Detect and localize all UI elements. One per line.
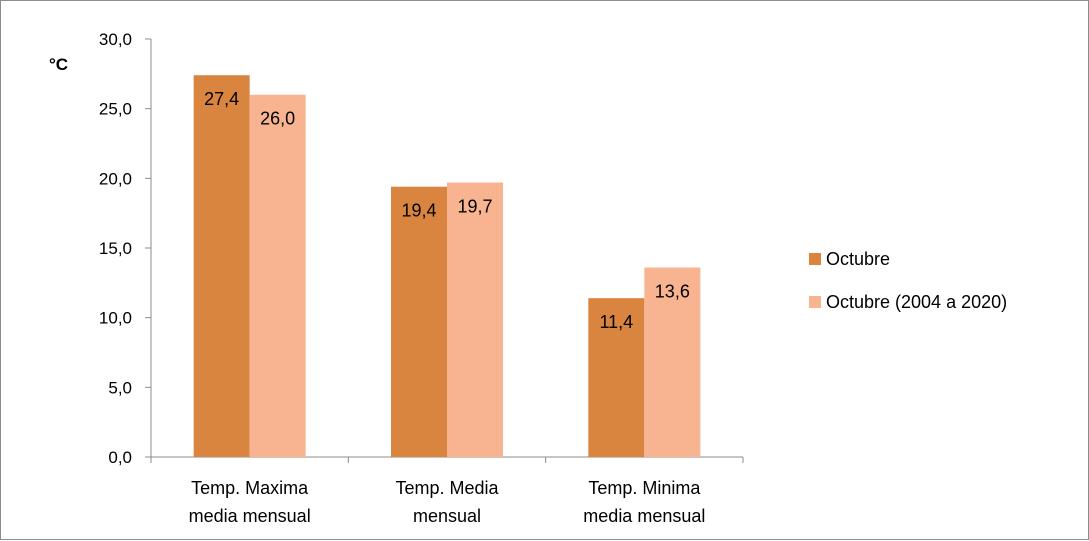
x-category-label: mensual (413, 506, 481, 526)
legend-swatch (809, 296, 821, 308)
y-tick-label: 0,0 (108, 448, 132, 467)
bar (249, 94, 306, 457)
bar (391, 186, 447, 457)
y-tick-label: 10,0 (99, 309, 132, 328)
x-category-label: Temp. Maxima (191, 478, 309, 498)
data-label: 26,0 (260, 109, 295, 129)
legend-label: Octubre (826, 249, 890, 269)
x-category-label: Temp. Minima (588, 478, 701, 498)
bar (447, 182, 503, 457)
bar (588, 298, 645, 457)
legend-label: Octubre (2004 a 2020) (826, 292, 1007, 312)
data-label: 19,4 (401, 201, 436, 221)
y-tick-label: 25,0 (99, 100, 132, 119)
data-label: 11,4 (599, 312, 633, 332)
bar (644, 267, 701, 457)
y-tick-label: 5,0 (108, 378, 132, 397)
axes: 0,0 5,0 10,0 15,0 20,0 25,0 30,0 Temp. Maxima me… (99, 30, 744, 526)
x-category-label: media mensual (189, 506, 311, 526)
bar (193, 75, 250, 457)
data-labels: 27,4 26,0 19,4 19,7 11,4 13,6 (204, 89, 690, 332)
x-category-label: media mensual (583, 506, 705, 526)
data-label: 19,7 (457, 197, 492, 217)
y-tick-label: 30,0 (99, 30, 132, 49)
y-unit-label: °C (49, 55, 68, 74)
data-label: 27,4 (204, 89, 239, 109)
legend: Octubre Octubre (2004 a 2020) (809, 249, 1007, 312)
y-tick-label: 20,0 (99, 169, 132, 188)
y-tick-label: 15,0 (99, 239, 132, 258)
bars (193, 75, 701, 457)
x-category-label: Temp. Media (395, 478, 499, 498)
legend-swatch (809, 253, 821, 265)
data-label: 13,6 (655, 282, 690, 302)
